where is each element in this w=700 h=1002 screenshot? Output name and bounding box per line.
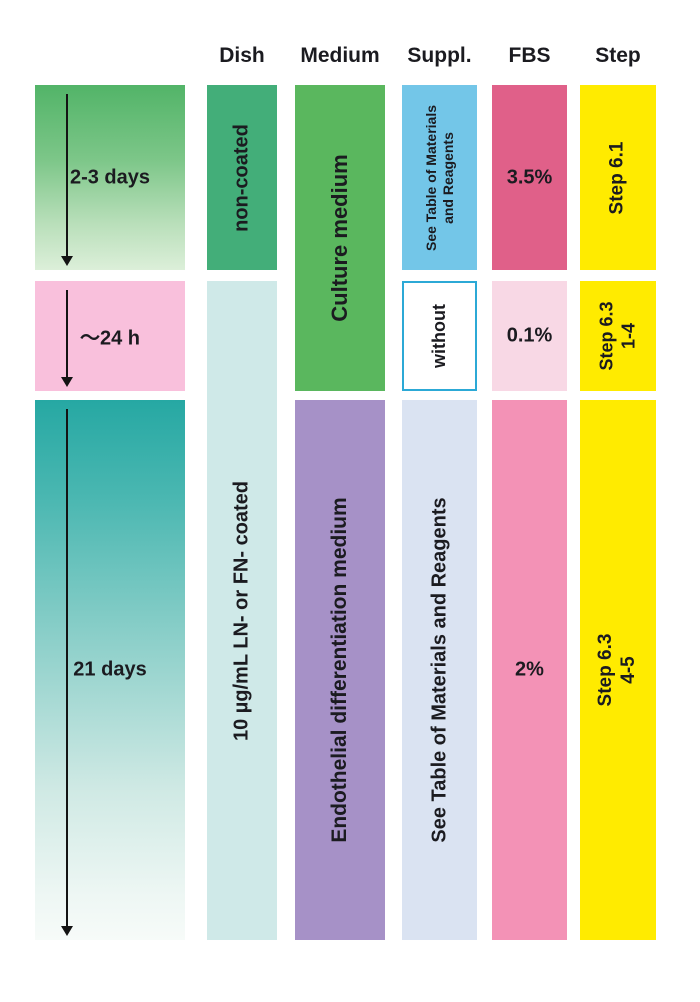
- suppl-label: See Table of Materials and Reagents: [422, 104, 456, 251]
- dish-label: non-coated: [230, 123, 253, 232]
- step-phase-1-box: Step 6.1: [580, 85, 656, 270]
- arrow-head: [60, 377, 73, 387]
- step-phase-3-box: Step 6.3 4-5: [580, 400, 656, 940]
- fbs-phase-1-box: 3.5%: [492, 85, 567, 270]
- column-header-medium: Medium: [300, 44, 380, 67]
- dish-noncoated-box: non-coated: [207, 85, 277, 270]
- timeline-phase-3-box: 21 days: [35, 400, 185, 940]
- fbs-phase-2-box: 0.1%: [492, 281, 567, 391]
- timeline-duration-label: ～24 h: [79, 327, 141, 350]
- medium-label: Culture medium: [327, 154, 352, 322]
- fbs-percentage-label: 0.1%: [506, 324, 553, 347]
- timeline-phase-2-box: ～24 h: [35, 281, 185, 391]
- suppl-table-box-phase-3: See Table of Materials and Reagents: [402, 400, 477, 940]
- arrow-shaft: [65, 94, 68, 257]
- down-arrow-icon: [60, 290, 73, 387]
- step-phase-2-box: Step 6.3 1-4: [580, 281, 656, 391]
- column-header-dish: Dish: [219, 44, 265, 67]
- medium-label: Endothelial differentiation medium: [328, 497, 351, 843]
- arrow-shaft: [65, 290, 68, 378]
- suppl-label: See Table of Materials and Reagents: [428, 497, 450, 843]
- fbs-percentage-label: 2%: [515, 658, 544, 681]
- step-label: Step 6.1: [606, 141, 628, 214]
- fbs-percentage-label: 3.5%: [506, 166, 553, 188]
- dish-coated-box: 10 µg/mL LN- or FN- coated: [207, 281, 277, 940]
- timeline-duration-label: 21 days: [73, 658, 147, 681]
- suppl-label: without: [428, 304, 449, 368]
- fbs-phase-3-box: 2%: [492, 400, 567, 940]
- arrow-head: [60, 926, 73, 936]
- arrow-head: [60, 256, 73, 266]
- step-label: Step 6.3 4-5: [595, 633, 639, 707]
- column-header-suppl: Suppl.: [407, 44, 472, 67]
- down-arrow-icon: [60, 409, 73, 936]
- column-header-step: Step: [595, 44, 641, 67]
- step-label: Step 6.3 1-4: [596, 301, 638, 371]
- timeline-duration-label: 2-3 days: [69, 166, 151, 188]
- dish-label: 10 µg/mL LN- or FN- coated: [230, 480, 253, 741]
- suppl-without-box: without: [402, 281, 477, 391]
- column-header-fbs: FBS: [508, 44, 551, 67]
- down-arrow-icon: [60, 94, 73, 266]
- arrow-shaft: [65, 409, 68, 927]
- suppl-table-box-phase-1: See Table of Materials and Reagents: [402, 85, 477, 270]
- medium-culture-box: Culture medium: [295, 85, 385, 391]
- timeline-phase-1-box: 2-3 days: [35, 85, 185, 270]
- medium-endothelial-box: Endothelial differentiation medium: [295, 400, 385, 940]
